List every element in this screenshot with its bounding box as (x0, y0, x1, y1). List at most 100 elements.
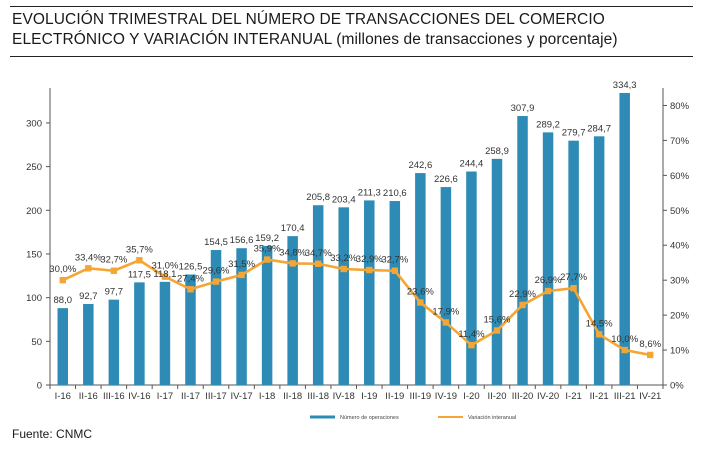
bar (57, 308, 69, 385)
line-marker (161, 273, 169, 280)
bar-value-label: 334,3 (613, 80, 637, 91)
bar (261, 245, 273, 385)
x-tick-label: III-18 (307, 391, 329, 402)
line-value-label: 35,9% (254, 244, 281, 255)
line-marker (263, 256, 271, 263)
y-right-tick-label: 50% (670, 206, 690, 217)
x-tick-label: III-16 (103, 391, 125, 402)
line-marker (621, 346, 628, 354)
x-tick-label: I-16 (55, 391, 71, 402)
line-marker (187, 286, 194, 293)
y-right-tick-label: 30% (670, 276, 690, 287)
y-right-tick-label: 70% (670, 136, 690, 147)
legend-label-operaciones: Número de operaciones (340, 415, 399, 421)
line-marker (85, 265, 92, 272)
bar (440, 187, 452, 385)
x-tick-label: II-21 (590, 391, 609, 402)
chart-title: EVOLUCIÓN TRIMESTRAL DEL NÚMERO DE TRANS… (12, 10, 702, 50)
bar (517, 116, 528, 386)
bar-value-label: 307,9 (511, 103, 535, 114)
y-right-tick-label: 60% (670, 171, 690, 182)
bar-value-label: 203,4 (332, 194, 356, 205)
bar (466, 171, 477, 385)
bar (593, 136, 605, 385)
bar-value-label: 97,7 (105, 287, 124, 298)
line-value-label: 15,6% (484, 314, 511, 325)
legend-label-variacion: Variación interanual (468, 415, 516, 421)
x-tick-label: IV-18 (333, 391, 355, 402)
line-value-label: 34,8% (279, 247, 306, 258)
y-right-tick-label: 10% (670, 346, 690, 357)
y-left-tick-label: 150 (26, 249, 42, 260)
y-left-tick-label: 200 (26, 206, 42, 217)
bar (338, 207, 349, 385)
bar (159, 281, 171, 385)
line-marker (340, 265, 347, 273)
x-tick-label: I-17 (157, 391, 173, 402)
line-value-label: 34,7% (305, 248, 332, 259)
line-value-label: 33,4% (75, 252, 102, 263)
top-rule (10, 6, 693, 7)
y-left-tick-label: 100 (26, 293, 42, 304)
line-marker (366, 266, 373, 274)
line-marker (570, 285, 577, 292)
y-right-tick-label: 40% (670, 241, 690, 252)
line-marker (647, 351, 654, 359)
line-value-label: 29,6% (203, 266, 230, 277)
y-right-tick-label: 0% (670, 381, 684, 392)
y-left-tick-label: 0 (37, 381, 42, 392)
line-value-label: 35,7% (126, 244, 153, 255)
y-left-tick-label: 300 (26, 118, 42, 129)
title-rule (10, 56, 693, 57)
x-tick-label: II-18 (283, 391, 302, 402)
x-tick-label: IV-21 (639, 391, 661, 402)
bar-value-label: 289,2 (536, 119, 560, 130)
bar (389, 201, 401, 385)
bar-value-label: 126,5 (179, 261, 203, 272)
y-left-tick-label: 250 (26, 162, 42, 173)
x-tick-label: II-16 (79, 391, 98, 402)
y-right-tick-label: 80% (670, 101, 690, 112)
x-tick-label: I-19 (361, 391, 377, 402)
line-marker (519, 301, 526, 309)
line-value-label: 10,0% (611, 334, 638, 345)
bar-value-label: 258,9 (485, 146, 509, 157)
bar-value-label: 117,5 (128, 269, 151, 280)
line-marker (493, 327, 501, 334)
line-marker (59, 276, 66, 284)
line-value-label: 30,0% (49, 264, 76, 275)
bar-value-label: 210,6 (383, 188, 407, 199)
x-tick-label: III-19 (410, 391, 432, 402)
x-tick-label: IV-20 (537, 391, 559, 402)
x-tick-label: IV-16 (128, 391, 150, 402)
x-tick-label: III-21 (614, 391, 636, 402)
line-value-label: 8,6% (639, 339, 661, 350)
line-value-label: 26,9% (535, 275, 562, 286)
x-tick-label: II-20 (487, 391, 506, 402)
line-value-label: 27,4% (177, 273, 204, 284)
line-marker (595, 331, 603, 338)
bar-value-label: 159,2 (255, 233, 279, 244)
bar (134, 282, 145, 385)
line-marker (314, 260, 322, 267)
line-marker (442, 319, 450, 326)
x-tick-label: I-20 (463, 391, 479, 402)
x-tick-label: III-17 (205, 391, 227, 402)
source-note: Fuente: CNMC (12, 427, 93, 441)
bar-value-label: 154,5 (204, 237, 228, 248)
line-value-label: 32,9% (356, 254, 383, 265)
x-tick-label: IV-17 (230, 391, 252, 402)
x-tick-label: III-20 (512, 391, 534, 402)
bar (619, 92, 630, 385)
bar-value-label: 92,7 (79, 291, 98, 302)
bar-value-label: 118,1 (153, 269, 176, 280)
line-value-label: 31,0% (151, 261, 178, 272)
line-value-label: 11,4% (458, 329, 485, 340)
title-line-1: EVOLUCIÓN TRIMESTRAL DEL NÚMERO DE TRANS… (12, 11, 605, 28)
line-marker (136, 257, 143, 264)
bar (415, 173, 426, 385)
line-value-label: 17,9% (432, 306, 459, 317)
bar (287, 236, 298, 385)
bar-value-label: 156,6 (230, 235, 254, 246)
